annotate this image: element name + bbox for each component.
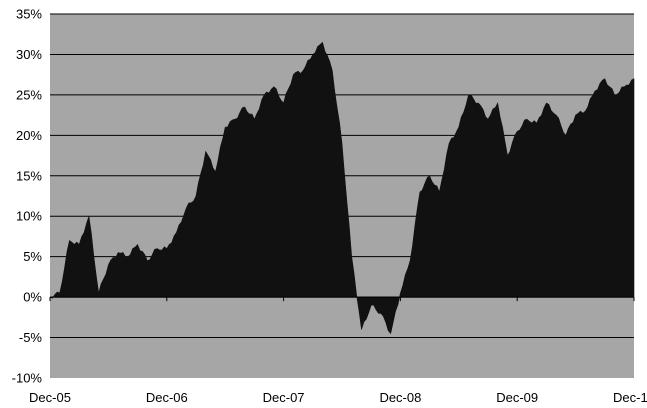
x-tick-label: Dec-09	[496, 390, 538, 405]
x-tick-label: Dec-08	[379, 390, 421, 405]
y-tick-label: 25%	[16, 87, 42, 102]
area-series	[49, 41, 635, 335]
x-tick-label: Dec-07	[263, 390, 305, 405]
y-tick-label: 35%	[16, 7, 42, 22]
y-tick-label: 30%	[16, 47, 42, 62]
y-tick-label: 5%	[23, 249, 42, 264]
y-tick-label: 10%	[16, 209, 42, 224]
y-tick-label: 20%	[16, 128, 42, 143]
y-axis-ticks: -10% -5% 0% 5% 10% 15% 20% 25% 30% 35%	[12, 7, 43, 386]
y-tick-label: 15%	[16, 168, 42, 183]
x-tick-label: Dec-06	[146, 390, 188, 405]
x-tick-label: Dec-10	[613, 390, 647, 405]
y-tick-label: -10%	[12, 371, 43, 386]
x-tick-label: Dec-05	[29, 390, 71, 405]
x-axis-ticks: Dec-05 Dec-06 Dec-07 Dec-08 Dec-09 Dec-10	[29, 297, 647, 405]
y-tick-label: 0%	[23, 290, 42, 305]
y-tick-label: -5%	[19, 330, 43, 345]
